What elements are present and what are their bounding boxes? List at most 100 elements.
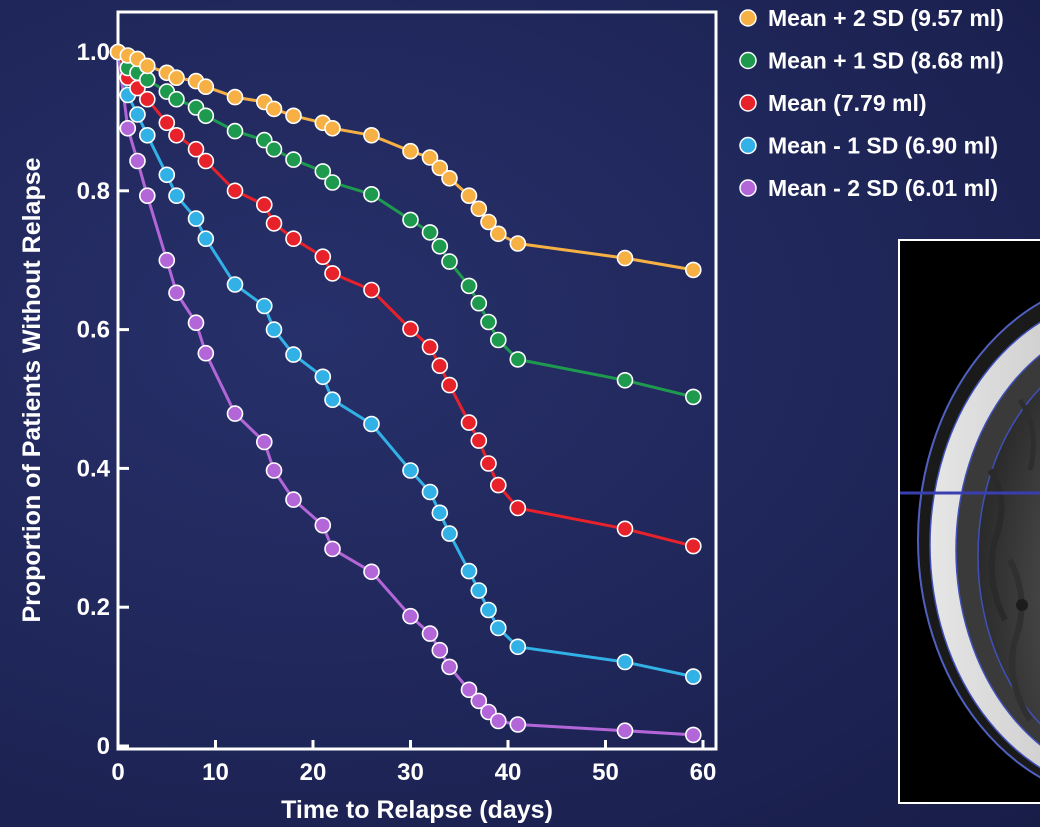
x-tick-label: 60 — [690, 759, 717, 786]
data-point — [168, 90, 185, 108]
y-tick-label: 0.8 — [77, 178, 110, 205]
data-point — [470, 200, 488, 218]
data-point — [226, 405, 244, 422]
data-point — [363, 127, 380, 144]
data-point — [139, 187, 156, 204]
data-point — [197, 152, 215, 170]
x-tick-label: 30 — [397, 759, 424, 786]
data-point — [441, 376, 458, 394]
data-point — [441, 170, 458, 187]
data-point — [255, 297, 273, 315]
data-point — [255, 196, 273, 213]
data-point — [265, 100, 283, 118]
data-point — [314, 248, 332, 266]
x-tick-label: 50 — [592, 759, 619, 786]
data-point — [470, 294, 488, 312]
data-point — [168, 284, 185, 302]
data-point — [402, 211, 419, 229]
data-point — [314, 368, 332, 386]
data-point — [314, 516, 332, 534]
data-point — [324, 391, 341, 409]
data-point — [480, 455, 497, 472]
data-point — [285, 107, 302, 125]
data-point — [509, 716, 527, 733]
data-point — [197, 107, 215, 125]
data-point — [616, 722, 634, 740]
data-point — [441, 525, 458, 542]
data-point — [489, 712, 507, 730]
legend-label: Mean (7.79 ml) — [768, 90, 927, 116]
data-point — [684, 261, 702, 279]
y-tick-label: 0.6 — [77, 317, 110, 344]
plot-frame — [116, 10, 718, 751]
data-point — [129, 152, 146, 170]
data-point — [285, 346, 302, 363]
data-point — [324, 265, 341, 282]
data-point — [363, 281, 380, 299]
brain-scan-image — [898, 239, 1040, 804]
data-point — [119, 120, 137, 137]
data-point — [265, 215, 283, 232]
y-tick-label: 1.0 — [77, 39, 110, 66]
data-point — [402, 462, 419, 479]
data-point — [139, 127, 156, 144]
series-layer — [109, 43, 702, 744]
data-point — [363, 415, 380, 433]
data-point — [158, 251, 176, 269]
data-point — [616, 371, 634, 389]
legend: Mean + 2 SD (9.57 ml) Mean + 1 SD (8.68 m… — [739, 5, 1004, 201]
data-point — [187, 210, 205, 227]
legend-label: Mean - 1 SD (6.90 ml) — [768, 133, 998, 159]
data-point — [285, 491, 302, 508]
data-point — [285, 230, 302, 247]
data-point — [431, 504, 449, 522]
data-point — [226, 88, 244, 106]
data-point — [441, 253, 458, 270]
x-tick-label: 10 — [202, 759, 229, 786]
data-point — [509, 499, 527, 517]
data-point — [480, 313, 497, 331]
data-point — [197, 344, 215, 362]
data-point — [129, 106, 146, 123]
data-point — [314, 163, 332, 180]
data-point — [460, 414, 478, 431]
data-point — [324, 174, 341, 191]
data-point — [402, 142, 419, 160]
data-point — [509, 638, 527, 656]
x-tick-label: 0 — [111, 759, 124, 786]
data-point — [363, 186, 380, 203]
data-point — [616, 249, 634, 267]
legend-marker — [739, 51, 757, 70]
legend-marker — [739, 9, 757, 27]
data-point — [489, 476, 507, 494]
data-point — [480, 213, 497, 231]
data-point — [421, 483, 439, 501]
data-point — [421, 338, 439, 356]
data-point — [421, 149, 439, 166]
data-point — [226, 276, 244, 293]
data-point — [402, 607, 419, 625]
data-point — [460, 277, 478, 295]
x-axis: 0 10 20 30 40 50 60 — [111, 740, 716, 786]
data-point — [470, 432, 488, 449]
data-point — [489, 225, 507, 243]
data-point — [489, 619, 507, 637]
data-point — [363, 563, 380, 581]
data-point — [168, 127, 185, 144]
data-point — [460, 681, 478, 699]
data-point — [684, 726, 702, 744]
data-point — [402, 320, 419, 338]
data-point — [226, 182, 244, 200]
data-point — [684, 668, 702, 685]
data-point — [197, 230, 215, 247]
data-point — [158, 114, 176, 132]
data-point — [265, 462, 283, 479]
y-axis: 0 0.2 0.4 0.6 0.8 1.0 — [77, 39, 129, 760]
y-tick-label: 0.2 — [77, 594, 110, 621]
x-tick-label: 40 — [495, 759, 522, 786]
data-point — [616, 520, 634, 538]
data-point — [324, 120, 341, 137]
legend-label: Mean - 2 SD (6.01 ml) — [768, 175, 998, 201]
data-point — [421, 224, 439, 241]
